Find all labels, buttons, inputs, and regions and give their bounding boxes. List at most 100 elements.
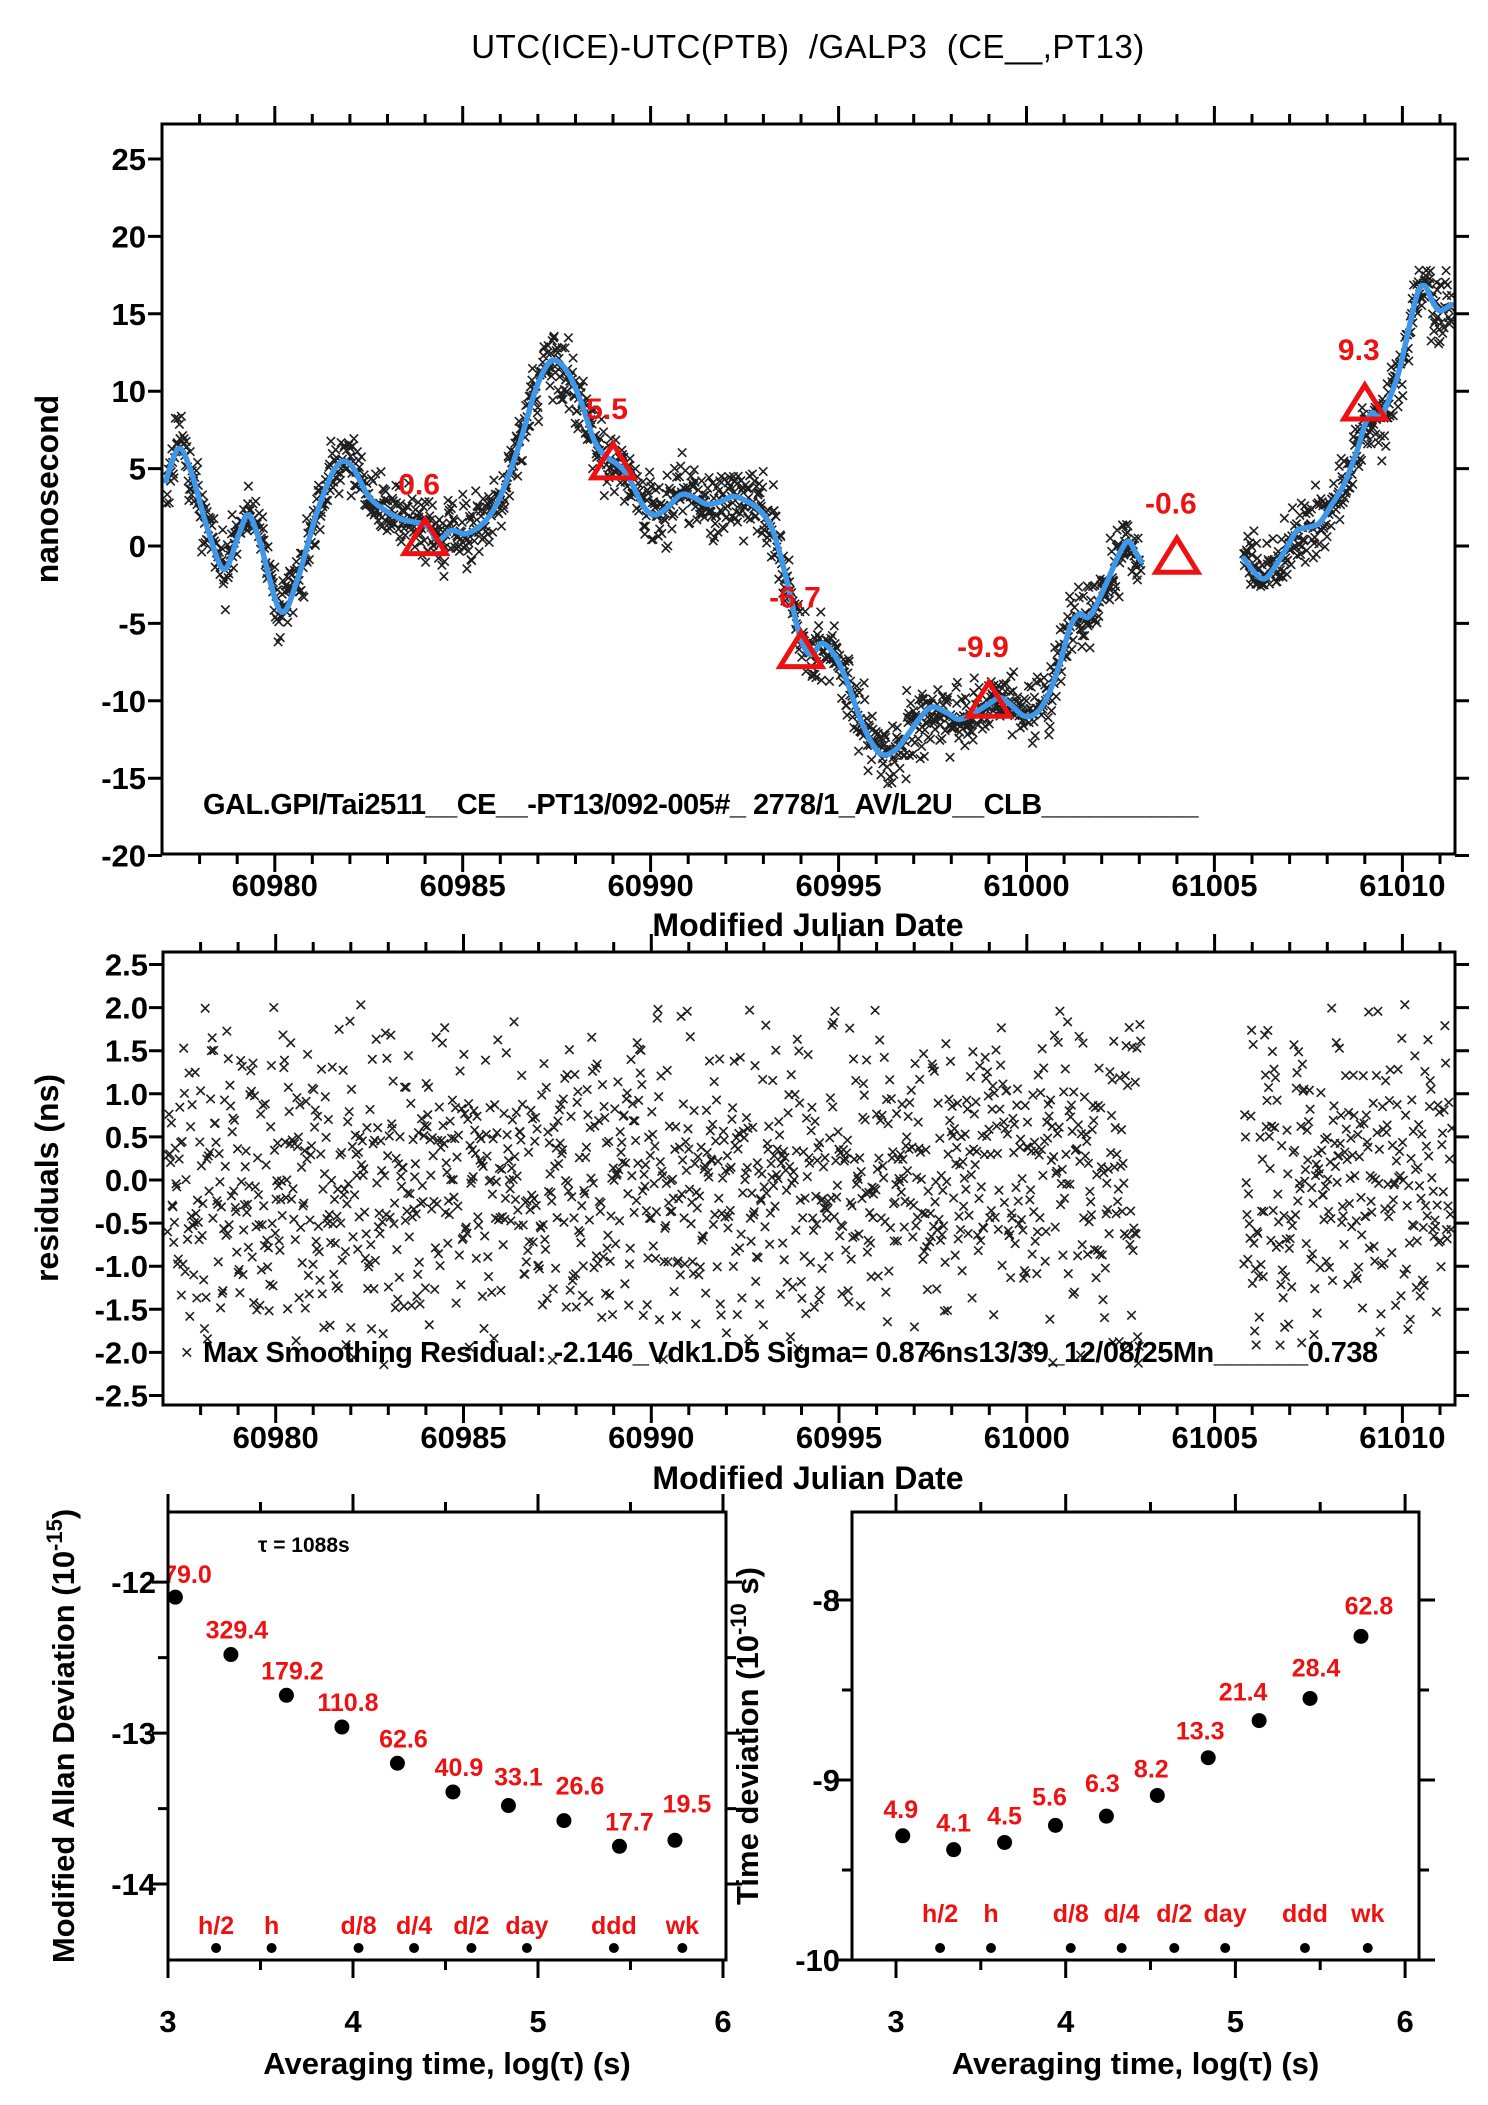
deviation-point bbox=[500, 1798, 516, 1814]
x-tick-label: 61010 bbox=[1359, 868, 1445, 903]
smoothed-curve-seg1 bbox=[163, 357, 1144, 758]
x-tick-label: 60980 bbox=[233, 1420, 319, 1455]
reference-dot bbox=[1065, 1943, 1076, 1953]
reference-interval-label: d/8 bbox=[341, 1912, 377, 1940]
x-ticks bbox=[199, 942, 1442, 1415]
x-ticks bbox=[273, 106, 1404, 872]
y-tick-label: 0.5 bbox=[105, 1120, 148, 1155]
calibration-triangle bbox=[399, 514, 451, 557]
deviation-point bbox=[167, 1589, 183, 1605]
reference-dot bbox=[985, 1943, 996, 1953]
y-tick-label: 20 bbox=[112, 219, 146, 254]
calibration-triangle bbox=[775, 627, 827, 670]
x-tick-label: 60995 bbox=[796, 1420, 882, 1455]
deviation-point bbox=[667, 1832, 683, 1848]
y-tick-label: -15 bbox=[101, 761, 146, 796]
y-tick-label: 1.5 bbox=[105, 1034, 148, 1069]
x-tick-label: 61000 bbox=[983, 868, 1069, 903]
y-tick-label: 5 bbox=[129, 452, 146, 487]
deviation-point bbox=[334, 1719, 350, 1735]
reference-interval-label: h bbox=[264, 1912, 279, 1940]
reference-dot bbox=[211, 1943, 222, 1953]
mdev-panel: h/2 h d/8 d/4 d/2 day ddd wk 79.0 329.4 179.2 110.8… bbox=[42, 1494, 742, 2081]
reference-dot bbox=[935, 1943, 946, 1953]
deviation-value-label: 5.6 bbox=[1032, 1783, 1067, 1811]
reference-dot bbox=[521, 1943, 532, 1953]
x-ticks bbox=[979, 1502, 1322, 1970]
reference-interval-label: d/2 bbox=[1156, 1900, 1192, 1928]
deviation-value-label: 4.9 bbox=[883, 1796, 918, 1824]
reference-interval-label: d/8 bbox=[1053, 1900, 1089, 1928]
deviation-value-label: 40.9 bbox=[435, 1754, 484, 1782]
deviation-value-label: 26.6 bbox=[556, 1773, 605, 1801]
y-tick-label: -1.0 bbox=[95, 1249, 148, 1284]
reference-interval-label: d/4 bbox=[396, 1912, 432, 1940]
deviation-point bbox=[895, 1828, 911, 1844]
y-tick-label: -13 bbox=[111, 1716, 156, 1751]
reference-dot bbox=[409, 1943, 420, 1953]
triangle-value-label: 5.5 bbox=[586, 393, 628, 426]
x-ticks bbox=[259, 1502, 632, 1970]
x-tick-label: 3 bbox=[887, 2004, 904, 2039]
reference-dot bbox=[266, 1943, 277, 1953]
x-ticks bbox=[894, 1494, 1407, 1978]
calibration-triangle bbox=[963, 677, 1015, 719]
y-tick-label: -9 bbox=[812, 1763, 840, 1798]
x-tick-label: 60980 bbox=[232, 868, 318, 903]
reference-interval-label: h/2 bbox=[198, 1912, 234, 1940]
deviation-value-label: 21.4 bbox=[1219, 1679, 1268, 1707]
y-tick-label: -2.5 bbox=[95, 1379, 148, 1414]
y-axis-title: Time deviation (10-10 s) bbox=[726, 1567, 766, 1905]
x-axis-title: Averaging time, log(τ) (s) bbox=[952, 2046, 1320, 2081]
tau-note: τ = 1088s bbox=[258, 1534, 350, 1557]
deviation-value-label: 4.1 bbox=[936, 1810, 971, 1838]
deviation-value-label: 28.4 bbox=[1292, 1654, 1341, 1682]
deviation-value-label: 19.5 bbox=[663, 1790, 712, 1818]
deviation-point bbox=[1149, 1787, 1165, 1803]
deviation-point bbox=[556, 1813, 572, 1829]
x-tick-label: 6 bbox=[1396, 2004, 1413, 2039]
deviation-value-label: 329.4 bbox=[206, 1617, 269, 1645]
residuals-panel: 2.5 2.0 1.5 1.0 0.5 0.0 -0.5 -1.0 -1.5 -2.0 -2.5 60… bbox=[29, 934, 1469, 1496]
y-tick-label: 15 bbox=[112, 297, 146, 332]
reference-dot bbox=[608, 1943, 619, 1953]
y-tick-label: 0 bbox=[129, 529, 146, 564]
deviation-value-label: 4.5 bbox=[987, 1802, 1022, 1830]
deviation-value-label: 13.3 bbox=[1176, 1718, 1225, 1746]
deviation-point bbox=[1200, 1750, 1216, 1766]
deviation-point bbox=[1353, 1628, 1369, 1644]
deviation-point bbox=[946, 1842, 962, 1858]
reference-dot bbox=[1220, 1943, 1231, 1953]
y-axis-title: nanosecond bbox=[29, 395, 65, 583]
deviation-value-label: 79.0 bbox=[163, 1561, 212, 1589]
deviation-point bbox=[1302, 1690, 1318, 1706]
deviation-point bbox=[278, 1687, 294, 1703]
reference-interval-label: d/4 bbox=[1104, 1900, 1140, 1928]
x-tick-label: 60990 bbox=[608, 868, 694, 903]
y-tick-label: 25 bbox=[112, 142, 146, 177]
deviation-value-label: 6.3 bbox=[1085, 1770, 1120, 1798]
x-ticks bbox=[166, 1494, 725, 1978]
triangle-value-label: -9.9 bbox=[957, 631, 1009, 664]
y-tick-label: -14 bbox=[111, 1867, 157, 1902]
y-tick-label: -10 bbox=[795, 1943, 840, 1978]
y-ticks bbox=[836, 1598, 1435, 1962]
x-tick-label: 4 bbox=[1057, 2004, 1075, 2039]
deviation-value-label: 110.8 bbox=[317, 1689, 378, 1717]
y-tick-label: -1.5 bbox=[95, 1292, 148, 1327]
deviation-point bbox=[1251, 1713, 1267, 1729]
processing-annotation: GAL.GPI/Tai2511__CE__-PT13/092-005#_ 277… bbox=[203, 789, 1199, 821]
reference-dot bbox=[1362, 1943, 1373, 1953]
y-tick-label: -8 bbox=[812, 1583, 840, 1618]
y-ticks bbox=[149, 963, 1469, 1397]
x-tick-label: 3 bbox=[159, 2004, 176, 2039]
calibration-triangle bbox=[1151, 533, 1203, 575]
deviation-point bbox=[389, 1755, 405, 1771]
panel-frame bbox=[160, 122, 1457, 856]
y-tick-label: -10 bbox=[101, 684, 146, 719]
deviation-value-label: 62.6 bbox=[379, 1725, 428, 1753]
sigma-annotation: Max Smoothing Residual: -2.146_Vdk1.D5 S… bbox=[203, 1337, 1378, 1369]
x-tick-label: 60985 bbox=[420, 868, 506, 903]
deviation-value-label: 33.1 bbox=[494, 1764, 543, 1792]
